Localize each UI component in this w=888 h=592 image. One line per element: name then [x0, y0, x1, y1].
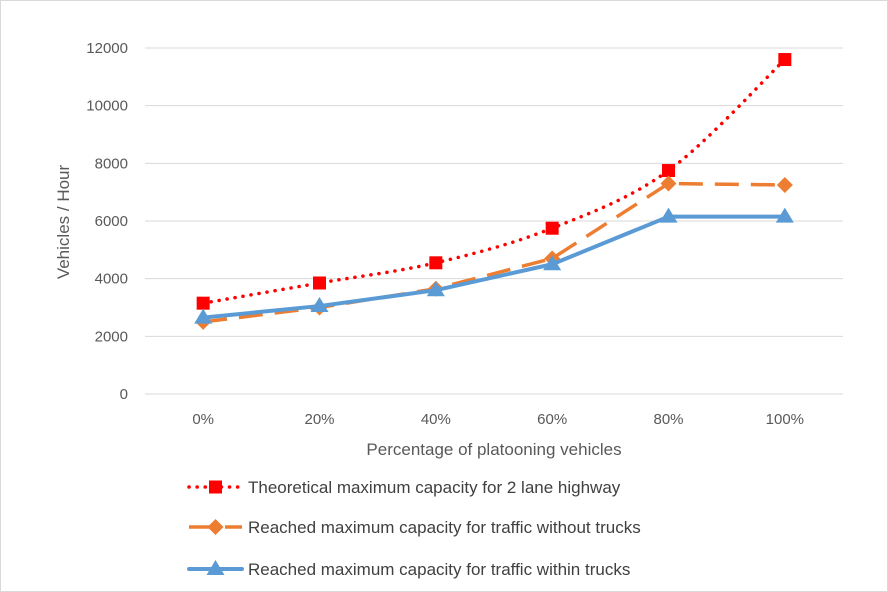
data-point — [775, 207, 794, 223]
data-point — [776, 176, 793, 193]
data-point — [662, 164, 675, 178]
legend-marker — [207, 519, 224, 535]
y-tick-label: 4000 — [95, 271, 128, 288]
series-1 — [196, 53, 792, 310]
legend-item: Theoretical maximum capacity for 2 lane … — [187, 478, 621, 497]
data-point — [660, 175, 677, 192]
data-point — [545, 221, 559, 235]
data-point — [778, 53, 792, 67]
legend-marker — [209, 480, 222, 494]
x-tick-label: 20% — [304, 411, 334, 428]
data-point — [429, 256, 443, 270]
series-line — [202, 181, 785, 324]
y-tick-label: 0 — [120, 386, 128, 403]
series-group — [194, 53, 794, 330]
x-tick-label: 40% — [421, 411, 451, 428]
y-axis-ticks: 0 2000 4000 6000 8000 10000 12000 — [86, 40, 128, 403]
legend-item: Reached maximum capacity for traffic wit… — [187, 560, 630, 579]
data-point — [310, 297, 329, 313]
gridlines — [145, 47, 843, 395]
data-point — [194, 308, 213, 324]
x-tick-label: 60% — [537, 411, 567, 428]
series-line — [201, 214, 787, 320]
x-axis-ticks: 0% 20% 40% 60% 80% 100% — [192, 411, 804, 428]
y-tick-label: 2000 — [95, 328, 128, 345]
data-point — [543, 255, 562, 271]
series-2 — [195, 175, 793, 330]
y-tick-label: 6000 — [95, 213, 128, 230]
x-tick-label: 80% — [653, 411, 683, 428]
legend-label: Reached maximum capacity for traffic wit… — [248, 560, 630, 579]
y-axis-title: Vehicles / Hour — [54, 164, 73, 279]
data-point — [196, 296, 210, 310]
x-tick-label: 0% — [192, 411, 214, 428]
y-tick-label: 10000 — [86, 98, 128, 115]
y-tick-label: 12000 — [86, 40, 128, 57]
series-3 — [194, 207, 794, 324]
legend-label: Theoretical maximum capacity for 2 lane … — [248, 478, 621, 497]
legend-item: Reached maximum capacity for traffic wit… — [189, 518, 641, 537]
legend-label: Reached maximum capacity for traffic wit… — [248, 518, 641, 537]
legend: Theoretical maximum capacity for 2 lane … — [187, 478, 641, 579]
x-tick-label: 100% — [766, 411, 804, 428]
y-tick-label: 8000 — [95, 155, 128, 172]
x-axis-title: Percentage of platooning vehicles — [366, 440, 621, 459]
data-point — [659, 207, 678, 223]
legend-marker — [206, 560, 225, 575]
series-line — [201, 57, 787, 305]
data-point — [313, 276, 326, 290]
data-point — [426, 281, 445, 297]
